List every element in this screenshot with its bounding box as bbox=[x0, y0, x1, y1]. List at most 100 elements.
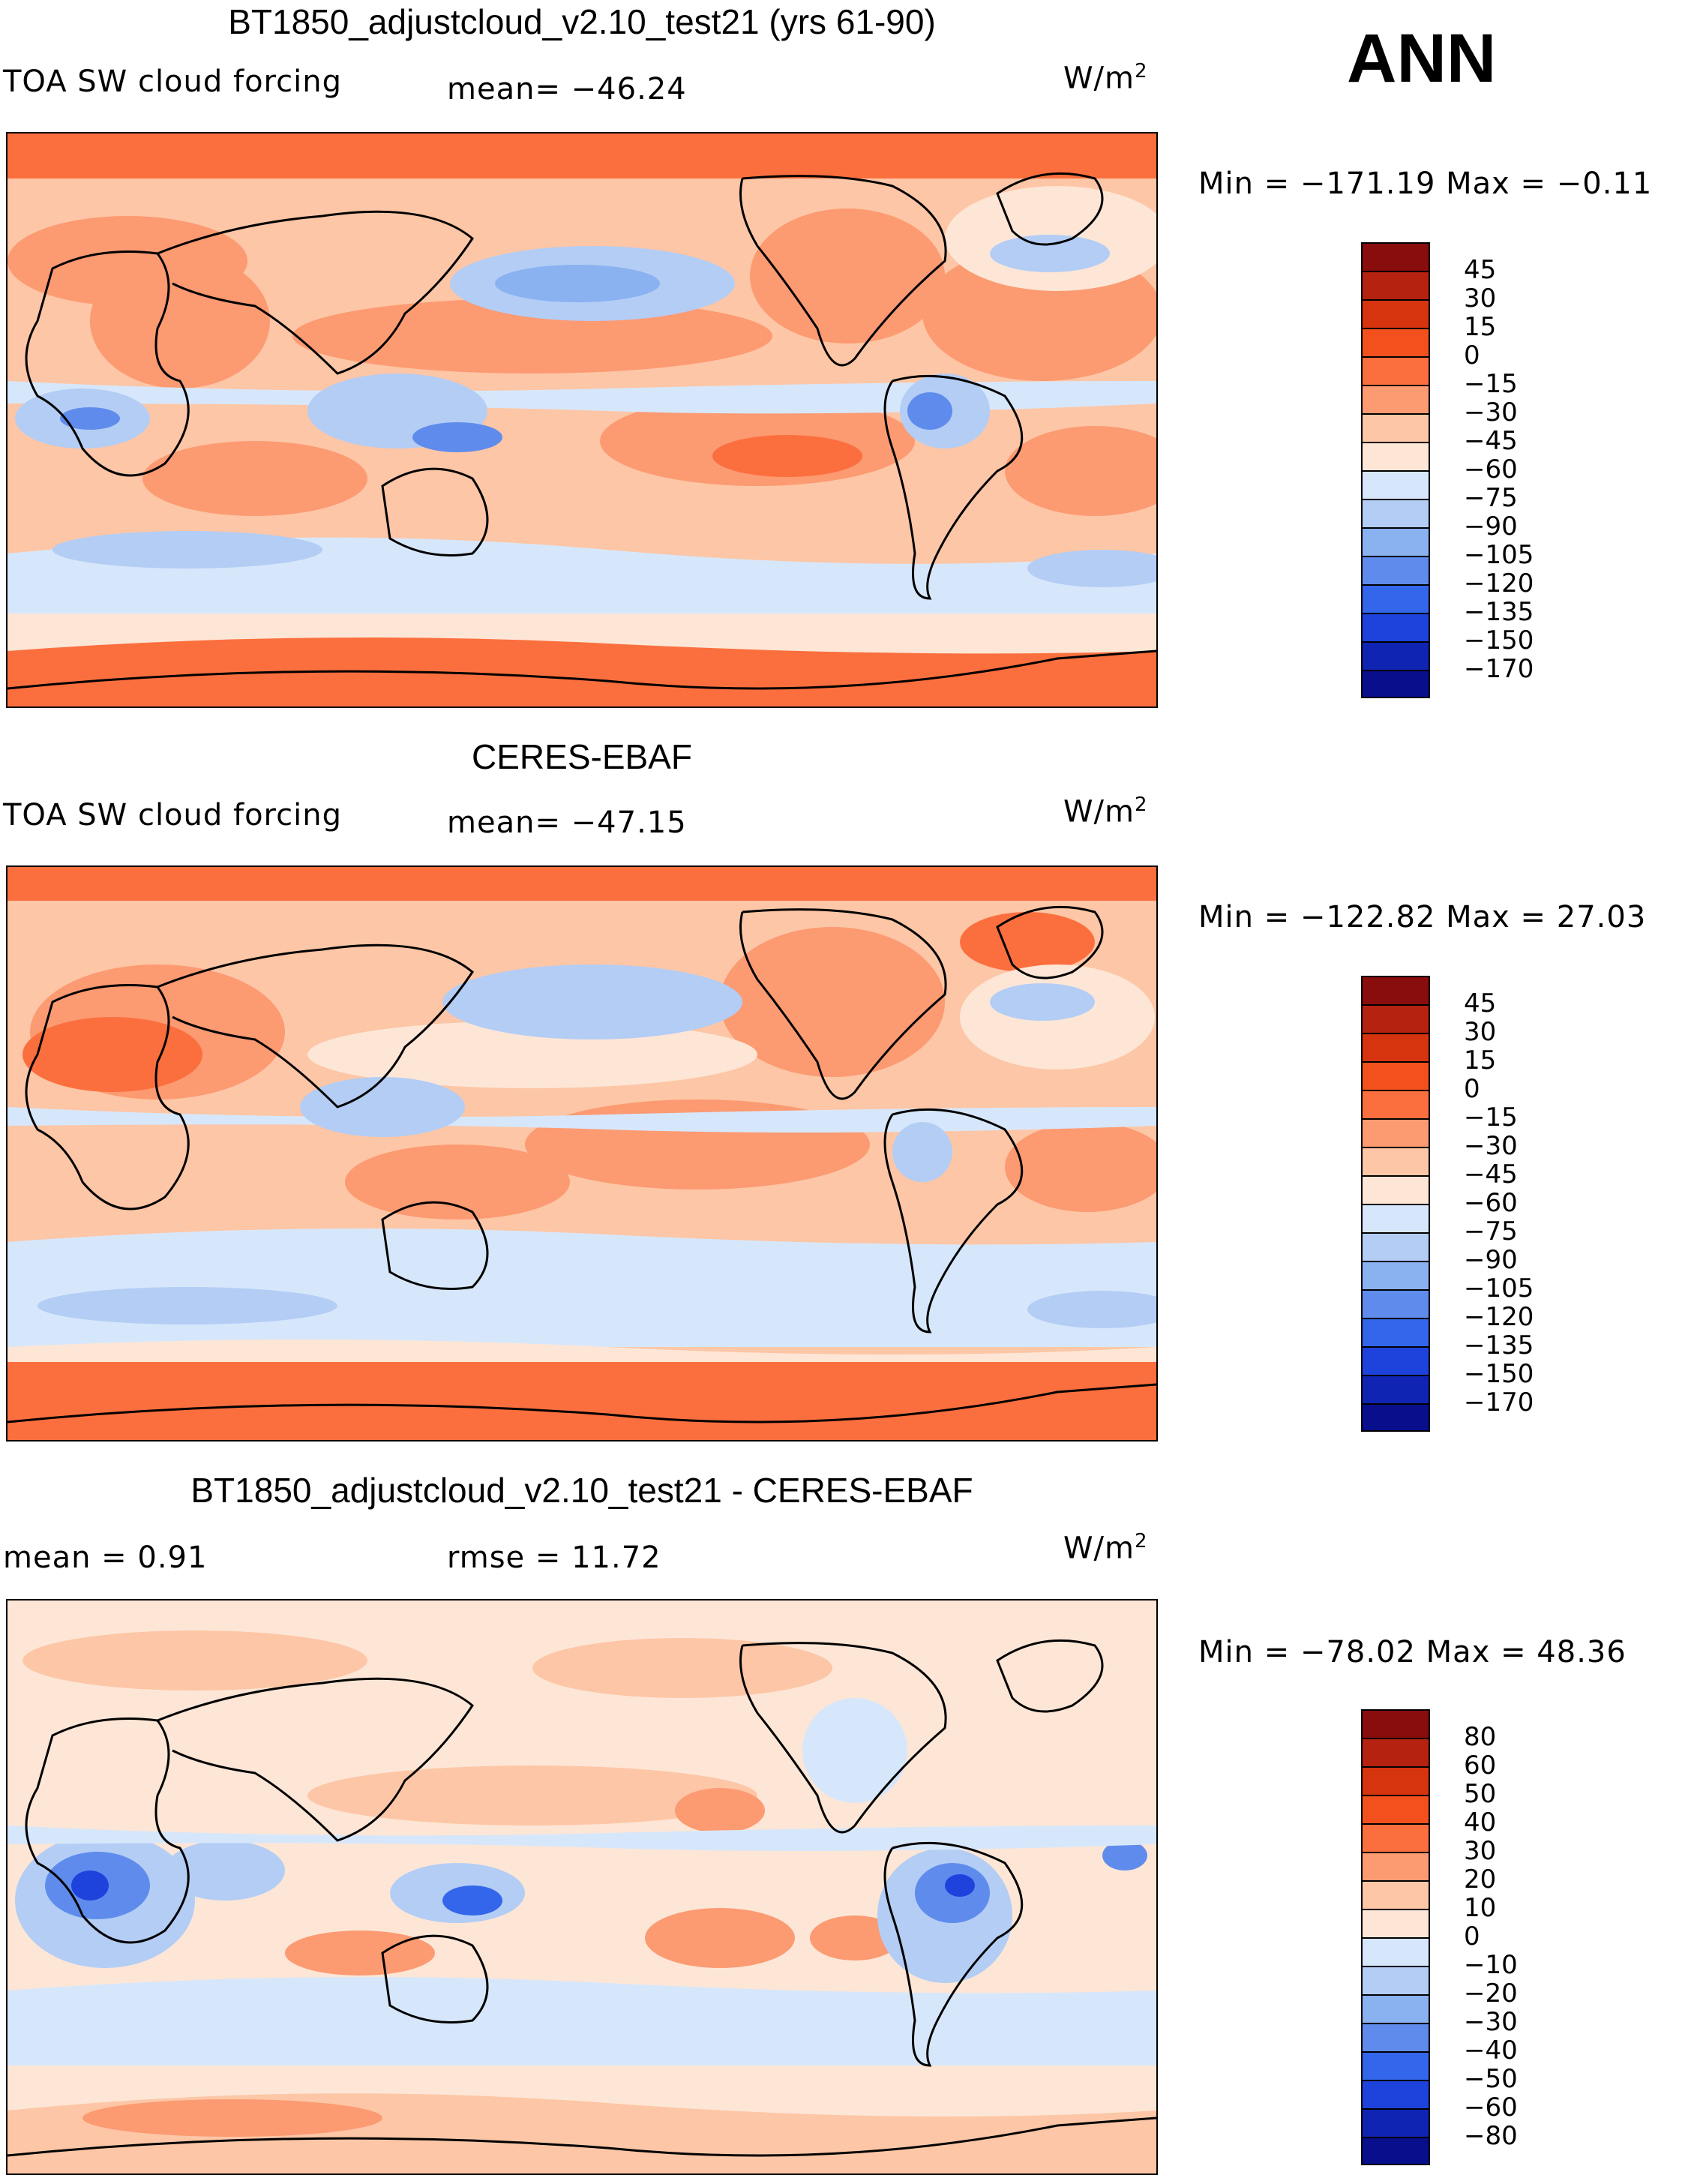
panel-2-colorbar-box bbox=[1361, 1232, 1430, 1261]
panel-1-colorbar-label: −135 bbox=[1464, 597, 1534, 627]
panel-2-colorbar-box bbox=[1361, 1204, 1430, 1232]
panel-1-map bbox=[6, 132, 1158, 708]
panel-1-units: W/m2 bbox=[1063, 60, 1148, 96]
panel-3-colorbar-box bbox=[1361, 2051, 1430, 2080]
panel-3-rmse-label: rmse = 11.72 bbox=[447, 1540, 661, 1575]
panel-3-colorbar-box bbox=[1361, 1852, 1430, 1880]
panel-2-colorbar-box bbox=[1361, 1175, 1430, 1204]
panel-1-map-field bbox=[7, 134, 1156, 706]
panel-2-colorbar-box bbox=[1361, 1261, 1430, 1289]
panel-2-colorbar-box bbox=[1361, 1090, 1430, 1118]
panel-2-colorbar-box bbox=[1361, 1147, 1430, 1175]
panel-1-colorbar-box bbox=[1361, 641, 1430, 670]
panel-1-colorbar-label: −45 bbox=[1464, 426, 1518, 456]
panel-3-colorbar-label: 20 bbox=[1464, 1864, 1497, 1894]
panel-1-colorbar-label: 30 bbox=[1464, 284, 1497, 314]
panel-3-colorbar-box bbox=[1361, 1880, 1430, 1909]
panel-2-colorbar-box bbox=[1361, 1033, 1430, 1061]
panel-3-colorbar-label: −40 bbox=[1464, 2036, 1518, 2066]
panel-1-colorbar-box bbox=[1361, 556, 1430, 584]
panel-1-colorbar-box bbox=[1361, 670, 1430, 698]
panel-3-colorbar-box bbox=[1361, 1709, 1430, 1738]
panel-3-colorbar-label: −30 bbox=[1464, 2007, 1518, 2037]
panel-2-map-field bbox=[7, 867, 1156, 1440]
panel-1-colorbar-label: −60 bbox=[1464, 454, 1518, 484]
panel-2-colorbar-box bbox=[1361, 1118, 1430, 1147]
panel-2-colorbar-box bbox=[1361, 1403, 1430, 1432]
panel-2-colorbar-label: −90 bbox=[1464, 1245, 1518, 1275]
panel-3-colorbar-label: −10 bbox=[1464, 1950, 1518, 1980]
panel-1-colorbar-box bbox=[1361, 385, 1430, 413]
panel-2-colorbar-label: −105 bbox=[1464, 1274, 1534, 1304]
panel-3-colorbar-label: 10 bbox=[1464, 1893, 1497, 1923]
panel-1-colorbar-box bbox=[1361, 242, 1430, 271]
panel-2-colorbar bbox=[1361, 976, 1430, 1432]
panel-2-colorbar-label: 45 bbox=[1464, 988, 1497, 1018]
panel-3-colorbar bbox=[1361, 1709, 1430, 2165]
panel-1-colorbar-box bbox=[1361, 584, 1430, 613]
panel-1-colorbar-label: −150 bbox=[1464, 626, 1534, 656]
panel-2-colorbar-label: −75 bbox=[1464, 1216, 1518, 1246]
panel-2-colorbar-label: −60 bbox=[1464, 1188, 1518, 1218]
panel-3-map bbox=[6, 1599, 1158, 2175]
panel-3-colorbar-label: −50 bbox=[1464, 2064, 1518, 2094]
panel-2-mean-label: mean= −47.15 bbox=[447, 806, 687, 840]
panel-1-colorbar-label: 0 bbox=[1464, 340, 1480, 370]
panel-3-colorbar-box bbox=[1361, 2137, 1430, 2165]
panel-1-colorbar-box bbox=[1361, 470, 1430, 499]
panel-2-colorbar-box bbox=[1361, 1375, 1430, 1403]
panel-3-colorbar-label: −60 bbox=[1464, 2092, 1518, 2122]
panel-1-colorbar-label: −105 bbox=[1464, 540, 1534, 570]
panel-3-map-field bbox=[7, 1600, 1156, 2174]
panel-1-colorbar-label: −90 bbox=[1464, 512, 1518, 542]
panel-1-colorbar-label: 15 bbox=[1464, 312, 1497, 342]
panel-1-title: BT1850_adjustcloud_v2.10_test21 (yrs 61-… bbox=[228, 2, 936, 41]
panel-3-colorbar-box bbox=[1361, 2023, 1430, 2051]
panel-1-colorbar-box bbox=[1361, 613, 1430, 641]
panel-1-colorbar-label: 45 bbox=[1464, 255, 1497, 285]
panel-1-colorbar-box bbox=[1361, 271, 1430, 299]
panel-2-colorbar-box bbox=[1361, 976, 1430, 1004]
panel-2-colorbar-label: −120 bbox=[1464, 1302, 1534, 1332]
panel-3-units: W/m2 bbox=[1063, 1530, 1148, 1566]
panel-1-colorbar-label: −120 bbox=[1464, 568, 1534, 598]
panel-2-title: CERES-EBAF bbox=[472, 737, 692, 776]
panel-3-colorbar-label: −80 bbox=[1464, 2121, 1518, 2151]
panel-2-colorbar-box bbox=[1361, 1289, 1430, 1318]
panel-3-colorbar-label: 40 bbox=[1464, 1808, 1497, 1838]
panel-2-colorbar-label: 30 bbox=[1464, 1017, 1497, 1047]
panel-2-colorbar-label: 0 bbox=[1464, 1074, 1480, 1104]
panel-3-colorbar-box bbox=[1361, 1766, 1430, 1795]
panel-3-min-max: Min = −78.02 Max = 48.36 bbox=[1198, 1635, 1627, 1670]
panel-1-colorbar-box bbox=[1361, 442, 1430, 470]
panel-1-colorbar-box bbox=[1361, 299, 1430, 328]
panel-3-title: BT1850_adjustcloud_v2.10_test21 - CERES-… bbox=[190, 1471, 973, 1510]
panel-2-units: W/m2 bbox=[1063, 794, 1148, 830]
panel-1-variable-label: TOA SW cloud forcing bbox=[3, 64, 342, 99]
panel-2-map bbox=[6, 866, 1158, 1442]
panel-1-colorbar-label: −170 bbox=[1464, 654, 1534, 684]
panel-3-colorbar-label: 50 bbox=[1464, 1779, 1497, 1809]
panel-2-colorbar-box bbox=[1361, 1061, 1430, 1090]
panel-1-colorbar-label: −30 bbox=[1464, 398, 1518, 428]
panel-2-colorbar-label: 15 bbox=[1464, 1046, 1497, 1076]
season-label: ANN bbox=[1347, 20, 1497, 97]
panel-2-colorbar-label: −15 bbox=[1464, 1102, 1518, 1132]
panel-1-colorbar-box bbox=[1361, 527, 1430, 556]
panel-2-variable-label: TOA SW cloud forcing bbox=[3, 798, 342, 832]
panel-1-colorbar-box bbox=[1361, 356, 1430, 385]
panel-3-colorbar-label: 0 bbox=[1464, 1922, 1480, 1952]
panel-3-colorbar-label: 30 bbox=[1464, 1836, 1497, 1866]
panel-2-colorbar-label: −135 bbox=[1464, 1330, 1534, 1360]
panel-2-colorbar-box bbox=[1361, 1318, 1430, 1346]
panel-2-colorbar-label: −45 bbox=[1464, 1160, 1518, 1190]
panel-3-colorbar-label: 80 bbox=[1464, 1722, 1497, 1752]
panel-1-colorbar bbox=[1361, 242, 1430, 698]
panel-3-colorbar-box bbox=[1361, 2080, 1430, 2108]
panel-3-colorbar-label: −20 bbox=[1464, 1978, 1518, 2008]
panel-3-mean-label: mean = 0.91 bbox=[3, 1540, 208, 1575]
panel-1-colorbar-box bbox=[1361, 499, 1430, 527]
panel-3-colorbar-box bbox=[1361, 2108, 1430, 2137]
panel-1-colorbar-box bbox=[1361, 328, 1430, 356]
panel-3-colorbar-box bbox=[1361, 1795, 1430, 1823]
